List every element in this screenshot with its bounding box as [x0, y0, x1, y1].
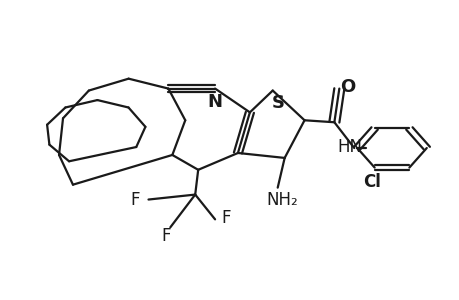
Text: S: S — [271, 94, 284, 112]
Text: NH₂: NH₂ — [266, 190, 297, 208]
Text: F: F — [221, 209, 231, 227]
Text: F: F — [130, 190, 139, 208]
Text: O: O — [339, 78, 354, 96]
Text: N: N — [207, 93, 222, 111]
Text: F: F — [161, 227, 170, 245]
Text: Cl: Cl — [363, 173, 381, 191]
Text: HN: HN — [336, 137, 361, 155]
